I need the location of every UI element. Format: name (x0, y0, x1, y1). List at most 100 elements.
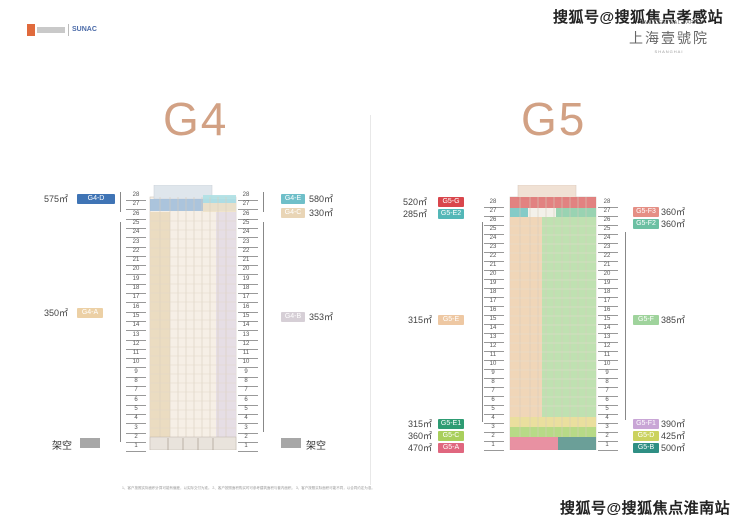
g4-right-floor-7: 7 (244, 387, 248, 394)
g5-left-floor-14: 14 (489, 325, 497, 331)
g4-left-floor-12: 12 (132, 340, 140, 347)
g4-left-floor-2: 2 (134, 433, 138, 440)
g4-left-floor-line-26 (126, 218, 146, 220)
g5-right-floor-24: 24 (603, 235, 611, 241)
g5-left-floor-line-4 (484, 423, 504, 424)
project-logo: ONE CENTRAL PARK 上海壹號院 SHANGHAI (619, 20, 719, 54)
g5-right-floor-12: 12 (603, 343, 611, 349)
g5-right-floor-line-12 (598, 351, 618, 352)
g5-left-floor-line-19 (484, 288, 504, 289)
g4-left-floor-line-27 (126, 209, 146, 211)
g4-left-floor-5: 5 (134, 405, 138, 412)
g4-left-floor-line-14 (126, 330, 146, 332)
g4-right-floor-line-13 (238, 339, 258, 341)
g5-building-illustration (509, 185, 597, 450)
g5-right-floor-9: 9 (605, 370, 609, 376)
g4-left-floor-16: 16 (132, 303, 140, 310)
g5-right-floor-line-3 (598, 432, 618, 433)
g4-right-floor-3: 3 (244, 424, 248, 431)
g4-right-floor-line-4 (238, 423, 258, 425)
g5-left-floor-line-25 (484, 234, 504, 235)
g4-e-area: 580㎡ (309, 194, 334, 204)
g5-right-floor-line-1 (598, 450, 618, 451)
g5-c-area: 360㎡ (408, 431, 433, 441)
g5-right-floor-line-17 (598, 306, 618, 307)
g4-right-floor-line-21 (238, 265, 258, 267)
g5-f1-area: 390㎡ (661, 419, 686, 429)
g4-left-floor-14: 14 (132, 322, 140, 329)
project-subtitle: SHANGHAI (654, 49, 684, 54)
g4-left-floor-line-21 (126, 265, 146, 267)
g5-left-floor-25: 25 (489, 226, 497, 232)
watermark-top: 搜狐号@搜狐焦点孝感站 (553, 9, 724, 26)
g5-left-floor-line-26 (484, 225, 504, 226)
g5-right-floor-2: 2 (605, 433, 609, 439)
g5-f3-area: 360㎡ (661, 207, 686, 217)
g5-right-floor-line-28 (598, 207, 618, 208)
g5-right-floor-21: 21 (603, 262, 611, 268)
g5-right-floor-27: 27 (603, 208, 611, 214)
g4-left-floor-line-10 (126, 367, 146, 369)
g5-e2-area: 285㎡ (403, 209, 428, 219)
g5-f3-tag: G5-F3 (633, 207, 659, 217)
g5-left-floor-line-16 (484, 315, 504, 316)
g4-left-floor-23: 23 (132, 238, 140, 245)
g4-left-floor-20: 20 (132, 266, 140, 273)
g4-left-floor-line-22 (126, 255, 146, 257)
g4-left-floor-line-3 (126, 432, 146, 434)
g5-right-floor-1: 1 (605, 442, 609, 448)
g4-title: G4 (163, 93, 229, 145)
g4-right-floor-line-1 (238, 451, 258, 453)
g4-right-floor-line-8 (238, 386, 258, 387)
g4-elevated-swatch-left (80, 438, 100, 448)
g5-left-floor-line-2 (484, 441, 504, 442)
g4-left-floor-15: 15 (132, 312, 140, 319)
g5-a-area: 470㎡ (408, 443, 433, 453)
g4-left-floor-line-19 (126, 283, 146, 285)
g4-right-floor-23: 23 (242, 238, 250, 245)
g4-d-bracket (120, 192, 121, 212)
g5-left-floor-21: 21 (489, 262, 497, 268)
g5-left-floor-3: 3 (491, 424, 495, 430)
g5-left-floor-7: 7 (491, 388, 495, 394)
g5-f-area: 385㎡ (661, 315, 686, 325)
g4-left-floor-22: 22 (132, 247, 140, 254)
g5-left-floor-20: 20 (489, 271, 497, 277)
g4-left-floor-24: 24 (132, 229, 140, 236)
g5-b-area: 500㎡ (661, 443, 686, 453)
g5-right-floor-25: 25 (603, 226, 611, 232)
g5-left-floor-26: 26 (489, 217, 497, 223)
g5-left-floor-5: 5 (491, 406, 495, 412)
g5-right-floor-22: 22 (603, 253, 611, 259)
g4-left-floor-17: 17 (132, 294, 140, 301)
g5-left-floor-line-1 (484, 450, 504, 451)
g5-left-floor-line-3 (484, 432, 504, 433)
g4-c-tag: G4-C (281, 208, 305, 218)
g4-left-floor-11: 11 (132, 350, 140, 357)
g4-right-floor-14: 14 (242, 322, 250, 329)
g5-right-floor-line-15 (598, 324, 618, 325)
g4-right-floor-line-19 (238, 283, 258, 285)
g4-left-floor-line-13 (126, 339, 146, 341)
g5-c-tag: G5-C (438, 431, 464, 441)
g5-left-floor-28: 28 (489, 199, 497, 205)
g4-c-area: 330㎡ (309, 208, 334, 218)
g5-left-floor-12: 12 (489, 343, 497, 349)
g4-left-floor-line-16 (126, 311, 146, 313)
g4-right-floor-12: 12 (242, 340, 250, 347)
g5-left-floor-line-10 (484, 369, 504, 370)
g5-right-floor-4: 4 (605, 415, 609, 421)
g5-left-floor-11: 11 (489, 352, 497, 358)
g4-right-floor-line-23 (238, 246, 258, 248)
g5-left-floor-16: 16 (489, 307, 497, 313)
g4-left-floor-line-12 (126, 348, 146, 350)
g4-b-area: 353㎡ (309, 312, 334, 322)
g4-b-bracket (263, 222, 264, 432)
g5-left-floor-line-9 (484, 378, 504, 379)
g4-right-floor-line-10 (238, 367, 258, 369)
g4-left-floor-19: 19 (132, 275, 140, 282)
watermark-bottom: 搜狐号@搜狐焦点淮南站 (560, 500, 731, 517)
g5-left-floor-line-13 (484, 342, 504, 343)
g5-right-floor-line-16 (598, 315, 618, 316)
g4-elevated-label-right: 架空 (306, 441, 326, 452)
